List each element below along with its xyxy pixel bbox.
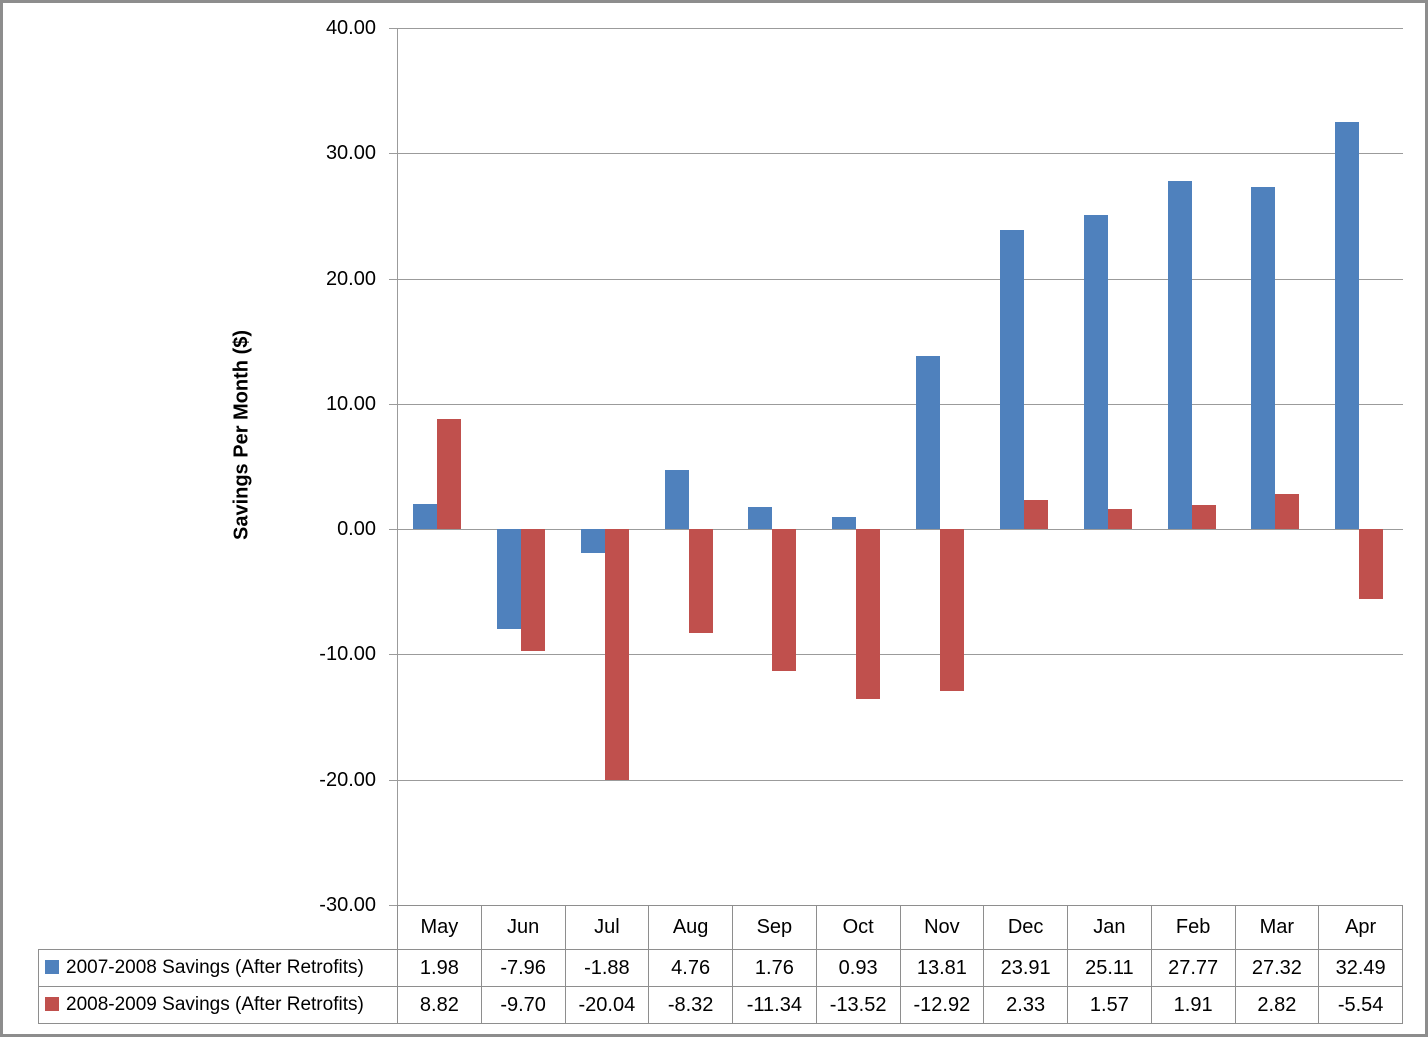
- y-axis-tick-mark: [389, 529, 398, 530]
- y-axis-tick-mark: [389, 905, 398, 906]
- bar-s2-mar: [1275, 493, 1300, 530]
- table-value-cell: 0.93: [815, 949, 901, 987]
- table-value-cell: 32.49: [1318, 949, 1403, 987]
- legend-label-series1: 2007-2008 Savings (After Retrofits): [66, 957, 364, 978]
- table-value-cell: -11.34: [732, 986, 817, 1024]
- gridline: [397, 279, 1403, 280]
- table-value-cell: -8.32: [648, 986, 733, 1024]
- y-axis-tick-labels: 40.00 30.00 20.00 10.00 0.00 -10.00 -20.00 -30.…: [0, 17, 376, 916]
- table-month-header: Oct: [815, 905, 901, 950]
- bar-s1-nov: [916, 356, 940, 530]
- data-table: May Jun Jul Aug Sep Oct Nov Dec Jan Feb Mar Apr 2007…: [38, 905, 1403, 1024]
- table-value-cell: 2.82: [1234, 986, 1320, 1024]
- bar-s2-sep: [772, 529, 797, 672]
- table-value-cell: 4.76: [648, 949, 733, 987]
- bar-s1-sep: [748, 507, 773, 530]
- y-axis-tick-mark: [389, 28, 398, 29]
- table-value-cell: 1.91: [1150, 986, 1236, 1024]
- y-axis-tick-mark: [389, 654, 398, 655]
- table-value-cell: -12.92: [899, 986, 985, 1024]
- table-value-cell: 13.81: [899, 949, 985, 987]
- gridline: [397, 28, 1403, 29]
- bar-s2-nov: [940, 529, 964, 691]
- bar-s1-jan: [1083, 214, 1108, 530]
- bar-s1-oct: [832, 517, 857, 530]
- bar-s2-jul: [604, 529, 629, 781]
- bar-s2-jun: [520, 529, 545, 651]
- bar-s2-feb: [1191, 505, 1216, 530]
- table-month-header: Apr: [1318, 905, 1403, 950]
- gridline: [397, 153, 1403, 154]
- table-value-cell: 27.77: [1150, 949, 1236, 987]
- y-axis-tick-label: -10.00: [319, 643, 376, 665]
- data-table-body: May Jun Jul Aug Sep Oct Nov Dec Jan Feb Mar Apr 2007…: [38, 905, 1403, 1024]
- plot-area: [389, 28, 1403, 906]
- gridline: [397, 780, 1403, 781]
- table-month-header: Dec: [983, 905, 1068, 950]
- table-header-row: May Jun Jul Aug Sep Oct Nov Dec Jan Feb Mar Apr: [39, 905, 1403, 950]
- legend-key-icon-series2: [45, 997, 59, 1011]
- table-value-cell: 1.76: [732, 949, 817, 987]
- table-month-header: Jun: [480, 905, 566, 950]
- table-value-cell: -13.52: [815, 986, 901, 1024]
- legend-label-series2: 2008-2009 Savings (After Retrofits): [66, 994, 364, 1015]
- table-value-cell: 27.32: [1234, 949, 1320, 987]
- table-series-row: 2007-2008 Savings (After Retrofits) 1.98-…: [38, 949, 1403, 987]
- legend-key-icon-series1: [45, 960, 59, 974]
- bar-s1-aug: [664, 469, 689, 530]
- gridline: [397, 529, 1403, 530]
- y-axis-tick-label: 20.00: [325, 268, 376, 290]
- table-value-cell: -5.54: [1318, 986, 1403, 1024]
- bar-s1-may: [413, 504, 437, 530]
- table-value-cell: 1.98: [397, 949, 482, 987]
- table-value-cell: -1.88: [564, 949, 650, 987]
- bar-s2-oct: [856, 529, 881, 699]
- y-axis-tick-label: -30.00: [319, 894, 376, 916]
- table-month-header: Jul: [564, 905, 650, 950]
- y-axis-tick-label: 40.00: [325, 17, 376, 39]
- bar-s1-dec: [999, 229, 1024, 530]
- table-series-row: 2008-2009 Savings (After Retrofits) 8.82-…: [38, 986, 1403, 1024]
- table-value-cell: -20.04: [564, 986, 650, 1024]
- bar-s2-apr: [1359, 529, 1384, 599]
- table-value-cell: 23.91: [983, 949, 1068, 987]
- y-axis-tick-label: 30.00: [325, 142, 376, 164]
- y-axis-tick-label: 0.00: [337, 518, 376, 540]
- table-value-cell: 8.82: [397, 986, 482, 1024]
- y-axis-tick-mark: [389, 153, 398, 154]
- table-month-header: Nov: [899, 905, 985, 950]
- gridline: [397, 654, 1403, 655]
- table-value-cell: 2.33: [983, 986, 1068, 1024]
- table-corner-cell: [39, 906, 398, 950]
- y-axis-tick-label: -20.00: [319, 769, 376, 791]
- table-month-header: May: [397, 905, 482, 950]
- table-value-cell: -7.96: [480, 949, 566, 987]
- legend-cell-series1: 2007-2008 Savings (After Retrofits): [38, 949, 398, 987]
- table-value-cell: 25.11: [1067, 949, 1152, 987]
- table-value-cell: -9.70: [480, 986, 566, 1024]
- bar-s1-jul: [580, 529, 605, 553]
- y-axis-tick-mark: [389, 780, 398, 781]
- y-axis-tick-mark: [389, 279, 398, 280]
- table-month-header: Feb: [1150, 905, 1236, 950]
- bar-s2-jan: [1107, 509, 1132, 530]
- table-month-header: Jan: [1067, 905, 1152, 950]
- bar-s1-apr: [1335, 122, 1360, 530]
- bar-s1-jun: [496, 529, 521, 629]
- bar-s1-feb: [1167, 181, 1192, 530]
- bar-s2-aug: [688, 529, 713, 634]
- y-axis-tick-label: 10.00: [325, 393, 376, 415]
- table-month-header: Aug: [648, 905, 733, 950]
- bar-s2-dec: [1023, 499, 1048, 530]
- table-month-header: Mar: [1234, 905, 1320, 950]
- bar-s1-mar: [1251, 186, 1276, 530]
- legend-cell-series2: 2008-2009 Savings (After Retrofits): [38, 986, 398, 1024]
- y-axis-line: [397, 28, 398, 905]
- bar-s2-may: [437, 418, 461, 530]
- table-month-header: Sep: [732, 905, 817, 950]
- gridline: [397, 404, 1403, 405]
- table-value-cell: 1.57: [1067, 986, 1152, 1024]
- y-axis-tick-mark: [389, 404, 398, 405]
